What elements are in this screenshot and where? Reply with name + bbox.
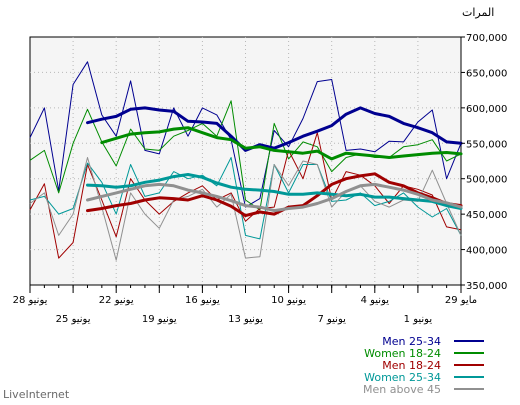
x-tick-label: 1 يونيو	[404, 314, 433, 325]
legend-label: Women 18-24	[364, 347, 441, 360]
series-trend-line	[86, 172, 463, 218]
legend-label: Men above 45	[363, 383, 441, 396]
x-tick-label: 7 يونيو	[317, 314, 346, 325]
y-tick-label: 400,000	[466, 246, 507, 257]
y-tick-label: 350,000	[466, 281, 507, 292]
x-tick-label: 16 يونيو	[185, 295, 220, 306]
brand-label: LiveInternet	[3, 388, 70, 401]
legend-label: Women 25-34	[364, 371, 441, 384]
x-tick-label: 13 يونيو	[228, 314, 263, 325]
x-tick-label: 4 يونيو	[361, 295, 390, 306]
series-raw-line	[29, 157, 462, 240]
y-axis-label: المرات	[462, 6, 494, 19]
legend-label: Men 25-34	[382, 335, 441, 348]
x-tick-label: 19 يونيو	[142, 314, 177, 325]
y-tick-label: 650,000	[466, 68, 507, 79]
smooth-series-layer	[86, 106, 463, 218]
x-tick-label: 10 يونيو	[271, 295, 306, 306]
series-trend-line	[100, 126, 463, 161]
grid-lines	[30, 37, 461, 285]
x-tick-label: 25 يونيو	[56, 314, 91, 325]
series-trend-line	[86, 173, 463, 210]
y-axis-ticks: 350,000 400,000 450,000 500,000 550,000 600,0…	[461, 33, 507, 292]
series-raw-line	[29, 132, 462, 259]
y-tick-label: 700,000	[466, 33, 507, 44]
x-tick-label: 28 يونيو	[13, 295, 48, 306]
y-tick-label: 500,000	[466, 175, 507, 186]
y-tick-label: 600,000	[466, 104, 507, 115]
y-tick-label: 450,000	[466, 210, 507, 221]
series-trend-line	[86, 182, 463, 213]
x-axis-ticks: 29 مايو 4 يونيو 10 يونيو 16 يونيو 22 يونيو 28…	[13, 285, 477, 325]
x-tick-label: 22 يونيو	[99, 295, 134, 306]
y-tick-label: 550,000	[466, 139, 507, 150]
legend-label: Men 18-24	[382, 359, 441, 372]
series-trend-line	[86, 106, 463, 152]
x-tick-label: 29 مايو	[445, 295, 477, 306]
